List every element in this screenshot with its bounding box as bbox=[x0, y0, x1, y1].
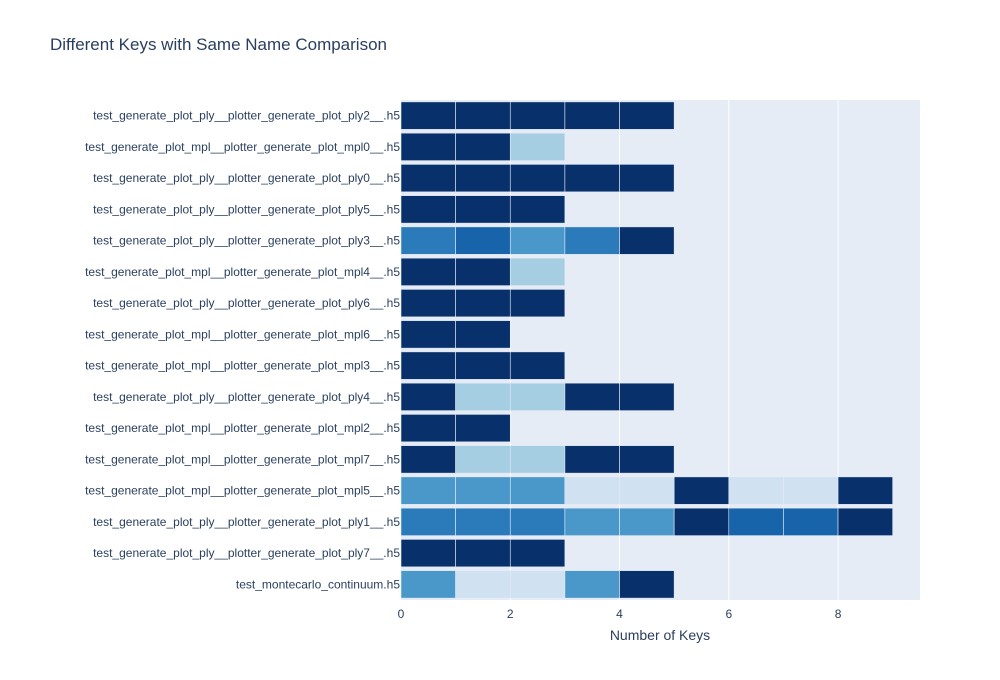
y-tick-label: test_generate_plot_mpl__plotter_generate… bbox=[85, 327, 400, 341]
bar-segment[interactable] bbox=[509, 164, 566, 193]
bar-segment[interactable] bbox=[400, 539, 456, 568]
bar-segment[interactable] bbox=[619, 226, 675, 255]
bar-segment[interactable] bbox=[564, 476, 620, 505]
bar-segment[interactable] bbox=[400, 289, 456, 318]
bar-segment[interactable] bbox=[455, 320, 511, 349]
bar-segment[interactable] bbox=[619, 476, 675, 505]
bar-segment[interactable] bbox=[400, 195, 456, 224]
bar-segment[interactable] bbox=[728, 507, 784, 536]
bars bbox=[400, 101, 893, 599]
bar-segment[interactable] bbox=[783, 507, 839, 536]
x-axis-title: Number of Keys bbox=[610, 627, 710, 643]
x-tick-label: 2 bbox=[507, 607, 514, 621]
bar-segment[interactable] bbox=[400, 226, 456, 255]
bar-segment[interactable] bbox=[564, 164, 620, 193]
bar-segment[interactable] bbox=[400, 101, 456, 130]
y-tick-label: test_generate_plot_ply__plotter_generate… bbox=[93, 546, 400, 560]
y-tick-label: test_generate_plot_ply__plotter_generate… bbox=[93, 296, 400, 310]
bar-segment[interactable] bbox=[455, 101, 511, 130]
bar-segment[interactable] bbox=[619, 570, 675, 599]
bar-segment[interactable] bbox=[455, 476, 511, 505]
bar-segment[interactable] bbox=[509, 195, 566, 224]
chart-title: Different Keys with Same Name Comparison bbox=[50, 35, 387, 54]
bar-segment[interactable] bbox=[509, 226, 566, 255]
bar-segment[interactable] bbox=[455, 289, 511, 318]
bar-segment[interactable] bbox=[509, 476, 566, 505]
bar-segment[interactable] bbox=[509, 289, 566, 318]
bar-segment[interactable] bbox=[673, 476, 730, 505]
bar-segment[interactable] bbox=[619, 101, 675, 130]
bar-segment[interactable] bbox=[619, 445, 675, 474]
x-tick-label: 0 bbox=[398, 607, 405, 621]
bar-segment[interactable] bbox=[400, 507, 456, 536]
bar-segment[interactable] bbox=[455, 226, 511, 255]
bar-segment[interactable] bbox=[619, 507, 675, 536]
bar-segment[interactable] bbox=[509, 257, 566, 286]
bar-segment[interactable] bbox=[400, 570, 456, 599]
bar-segment[interactable] bbox=[400, 382, 456, 411]
y-tick-label: test_generate_plot_ply__plotter_generate… bbox=[93, 171, 400, 185]
bar-segment[interactable] bbox=[509, 570, 566, 599]
bar-segment[interactable] bbox=[400, 257, 456, 286]
bar-segment[interactable] bbox=[455, 132, 511, 161]
bar-segment[interactable] bbox=[455, 414, 511, 443]
bar-segment[interactable] bbox=[455, 445, 511, 474]
bar-segment[interactable] bbox=[455, 507, 511, 536]
bar-segment[interactable] bbox=[455, 539, 511, 568]
y-tick-label: test_montecarlo_continuum.h5 bbox=[236, 577, 400, 591]
bar-segment[interactable] bbox=[783, 476, 839, 505]
y-tick-label: test_generate_plot_ply__plotter_generate… bbox=[93, 234, 400, 248]
y-tick-label: test_generate_plot_mpl__plotter_generate… bbox=[85, 359, 400, 373]
bar-segment[interactable] bbox=[509, 445, 566, 474]
bar-segment[interactable] bbox=[564, 445, 620, 474]
y-tick-labels: test_generate_plot_ply__plotter_generate… bbox=[85, 109, 400, 592]
bar-segment[interactable] bbox=[509, 539, 566, 568]
bar-segment[interactable] bbox=[509, 507, 566, 536]
y-tick-label: test_generate_plot_mpl__plotter_generate… bbox=[85, 484, 400, 498]
bar-segment[interactable] bbox=[509, 382, 566, 411]
bar-segment[interactable] bbox=[400, 414, 456, 443]
bar-segment[interactable] bbox=[400, 164, 456, 193]
bar-segment[interactable] bbox=[619, 164, 675, 193]
bar-segment[interactable] bbox=[455, 257, 511, 286]
x-tick-label: 8 bbox=[835, 607, 842, 621]
bar-segment[interactable] bbox=[455, 351, 511, 380]
bar-segment[interactable] bbox=[509, 351, 566, 380]
y-tick-label: test_generate_plot_ply__plotter_generate… bbox=[93, 390, 400, 404]
y-tick-label: test_generate_plot_ply__plotter_generate… bbox=[93, 202, 400, 216]
bar-segment[interactable] bbox=[564, 226, 620, 255]
x-tick-labels: 0 2 4 6 8 bbox=[398, 607, 842, 621]
bar-segment[interactable] bbox=[673, 507, 730, 536]
bar-segment[interactable] bbox=[564, 382, 620, 411]
x-tick-label: 6 bbox=[725, 607, 732, 621]
x-tick-label: 4 bbox=[616, 607, 623, 621]
bar-segment[interactable] bbox=[455, 195, 511, 224]
bar-segment[interactable] bbox=[400, 351, 456, 380]
bar-segment[interactable] bbox=[455, 164, 511, 193]
y-tick-label: test_generate_plot_mpl__plotter_generate… bbox=[85, 452, 400, 466]
bar-segment[interactable] bbox=[455, 570, 511, 599]
y-tick-label: test_generate_plot_mpl__plotter_generate… bbox=[85, 140, 400, 154]
bar-segment[interactable] bbox=[728, 476, 784, 505]
y-tick-label: test_generate_plot_mpl__plotter_generate… bbox=[85, 265, 400, 279]
bar-segment[interactable] bbox=[564, 570, 620, 599]
bar-segment[interactable] bbox=[400, 476, 456, 505]
y-tick-label: test_generate_plot_ply__plotter_generate… bbox=[93, 109, 400, 123]
bar-segment[interactable] bbox=[400, 320, 456, 349]
bar-segment[interactable] bbox=[619, 382, 675, 411]
y-tick-label: test_generate_plot_ply__plotter_generate… bbox=[93, 515, 400, 529]
bar-segment[interactable] bbox=[455, 382, 511, 411]
bar-segment[interactable] bbox=[509, 101, 566, 130]
bar-segment[interactable] bbox=[564, 507, 620, 536]
y-tick-label: test_generate_plot_mpl__plotter_generate… bbox=[85, 421, 400, 435]
bar-segment[interactable] bbox=[509, 132, 566, 161]
bar-segment[interactable] bbox=[837, 476, 893, 505]
bar-segment[interactable] bbox=[564, 101, 620, 130]
bar-segment[interactable] bbox=[400, 132, 456, 161]
bar-segment[interactable] bbox=[400, 445, 456, 474]
bar-segment[interactable] bbox=[837, 507, 893, 536]
